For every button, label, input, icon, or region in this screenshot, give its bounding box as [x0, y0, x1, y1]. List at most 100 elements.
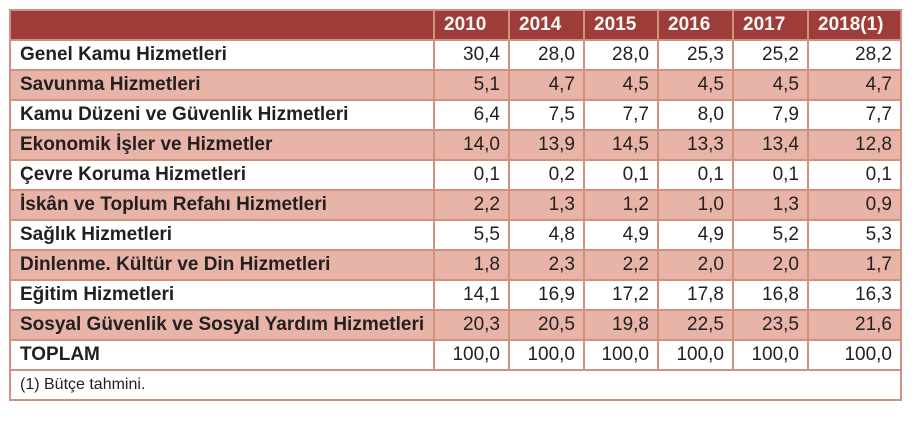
cell-value: 7,5 [508, 99, 585, 131]
cell-value: 4,7 [508, 69, 585, 101]
row-label: Genel Kamu Hizmetleri [9, 39, 435, 71]
column-header-2014: 2014 [508, 9, 585, 41]
cell-value: 100,0 [508, 339, 585, 371]
cell-value: 21,6 [807, 309, 902, 341]
cell-value: 5,1 [433, 69, 510, 101]
cell-value: 20,5 [508, 309, 585, 341]
cell-value: 1,3 [732, 189, 809, 221]
cell-value: 4,5 [657, 69, 734, 101]
cell-value: 5,2 [732, 219, 809, 251]
table-row: Çevre Koruma Hizmetleri 0,1 0,2 0,1 0,1 … [9, 159, 902, 191]
cell-value: 5,5 [433, 219, 510, 251]
cell-value: 100,0 [583, 339, 659, 371]
cell-value: 16,8 [732, 279, 809, 311]
cell-value: 16,9 [508, 279, 585, 311]
cell-value: 2,0 [732, 249, 809, 281]
row-label: Kamu Düzeni ve Güvenlik Hizmetleri [9, 99, 435, 131]
cell-value: 1,2 [583, 189, 659, 221]
cell-value: 4,5 [732, 69, 809, 101]
table-row: Kamu Düzeni ve Güvenlik Hizmetleri 6,4 7… [9, 99, 902, 131]
cell-value: 0,1 [732, 159, 809, 191]
cell-value: 2,0 [657, 249, 734, 281]
column-header-2010: 2010 [433, 9, 510, 41]
table-row: Eğitim Hizmetleri 14,1 16,9 17,2 17,8 16… [9, 279, 902, 311]
cell-value: 19,8 [583, 309, 659, 341]
cell-value: 16,3 [807, 279, 902, 311]
cell-value: 13,9 [508, 129, 585, 161]
row-label: Sağlık Hizmetleri [9, 219, 435, 251]
cell-value: 0,1 [807, 159, 902, 191]
cell-value: 1,8 [433, 249, 510, 281]
column-header-2016: 2016 [657, 9, 734, 41]
table-footnote: (1) Bütçe tahmini. [9, 369, 902, 401]
corner-cell [9, 9, 435, 41]
cell-value: 7,7 [583, 99, 659, 131]
cell-value: 4,9 [583, 219, 659, 251]
row-label: Ekonomik İşler ve Hizmetler [9, 129, 435, 161]
table-row: Genel Kamu Hizmetleri 30,4 28,0 28,0 25,… [9, 39, 902, 71]
cell-value: 23,5 [732, 309, 809, 341]
row-label: Savunma Hizmetleri [9, 69, 435, 101]
row-label: Eğitim Hizmetleri [9, 279, 435, 311]
table-row: Ekonomik İşler ve Hizmetler 14,0 13,9 14… [9, 129, 902, 161]
table-row: Savunma Hizmetleri 5,1 4,7 4,5 4,5 4,5 4… [9, 69, 902, 101]
cell-value: 1,7 [807, 249, 902, 281]
cell-value: 12,8 [807, 129, 902, 161]
cell-value: 22,5 [657, 309, 734, 341]
cell-value: 7,9 [732, 99, 809, 131]
cell-value: 4,9 [657, 219, 734, 251]
cell-value: 100,0 [657, 339, 734, 371]
cell-value: 28,0 [508, 39, 585, 71]
cell-value: 17,8 [657, 279, 734, 311]
cell-value: 13,3 [657, 129, 734, 161]
cell-value: 1,0 [657, 189, 734, 221]
cell-value: 0,1 [433, 159, 510, 191]
column-header-2015: 2015 [583, 9, 659, 41]
cell-value: 17,2 [583, 279, 659, 311]
cell-value: 0,9 [807, 189, 902, 221]
table-row: Sağlık Hizmetleri 5,5 4,8 4,9 4,9 5,2 5,… [9, 219, 902, 251]
column-header-2017: 2017 [732, 9, 809, 41]
cell-value: 4,5 [583, 69, 659, 101]
row-label-total: TOPLAM [9, 339, 435, 371]
cell-value: 7,7 [807, 99, 902, 131]
row-label: İskân ve Toplum Refahı Hizmetleri [9, 189, 435, 221]
row-label: Sosyal Güvenlik ve Sosyal Yardım Hizmetl… [9, 309, 435, 341]
cell-value: 14,0 [433, 129, 510, 161]
row-label: Çevre Koruma Hizmetleri [9, 159, 435, 191]
cell-value: 2,3 [508, 249, 585, 281]
cell-value: 20,3 [433, 309, 510, 341]
cell-value: 25,3 [657, 39, 734, 71]
cell-value: 100,0 [807, 339, 902, 371]
column-header-2018: 2018(1) [807, 9, 902, 41]
cell-value: 0,2 [508, 159, 585, 191]
cell-value: 0,1 [657, 159, 734, 191]
cell-value: 100,0 [732, 339, 809, 371]
table-row: Sosyal Güvenlik ve Sosyal Yardım Hizmetl… [9, 309, 902, 341]
cell-value: 14,1 [433, 279, 510, 311]
cell-value: 4,7 [807, 69, 902, 101]
cell-value: 5,3 [807, 219, 902, 251]
footnote-row: (1) Bütçe tahmini. [9, 369, 902, 401]
cell-value: 1,3 [508, 189, 585, 221]
cell-value: 25,2 [732, 39, 809, 71]
table-row-total: TOPLAM 100,0 100,0 100,0 100,0 100,0 100… [9, 339, 902, 371]
cell-value: 28,2 [807, 39, 902, 71]
cell-value: 8,0 [657, 99, 734, 131]
table-row: İskân ve Toplum Refahı Hizmetleri 2,2 1,… [9, 189, 902, 221]
cell-value: 28,0 [583, 39, 659, 71]
cell-value: 6,4 [433, 99, 510, 131]
cell-value: 2,2 [433, 189, 510, 221]
cell-value: 100,0 [433, 339, 510, 371]
row-label: Dinlenme. Kültür ve Din Hizmetleri [9, 249, 435, 281]
cell-value: 30,4 [433, 39, 510, 71]
cell-value: 14,5 [583, 129, 659, 161]
cell-value: 4,8 [508, 219, 585, 251]
table-row: Dinlenme. Kültür ve Din Hizmetleri 1,8 2… [9, 249, 902, 281]
cell-value: 13,4 [732, 129, 809, 161]
cell-value: 2,2 [583, 249, 659, 281]
cell-value: 0,1 [583, 159, 659, 191]
header-row: 2010 2014 2015 2016 2017 2018(1) [9, 9, 902, 41]
budget-share-table: 2010 2014 2015 2016 2017 2018(1) Genel K… [9, 9, 902, 401]
